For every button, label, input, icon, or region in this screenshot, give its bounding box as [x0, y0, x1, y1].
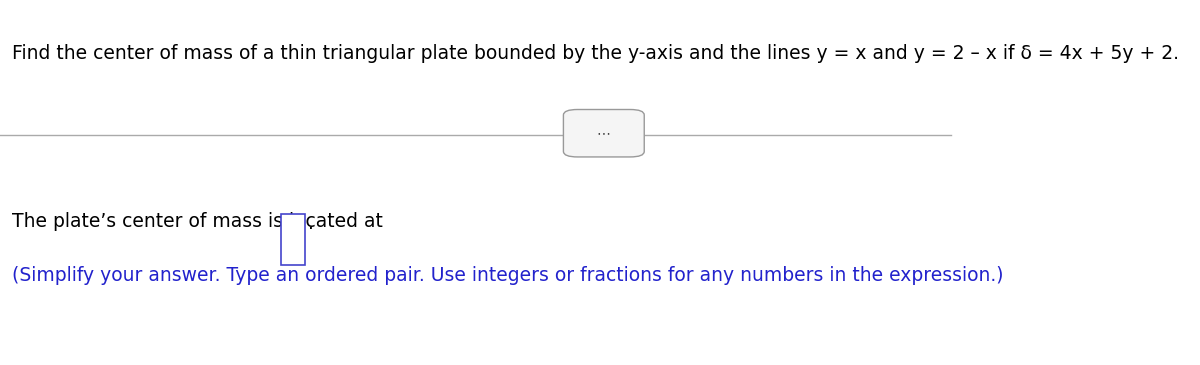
- FancyBboxPatch shape: [282, 214, 305, 265]
- Text: (Simplify your answer. Type an ordered pair. Use integers or fractions for any n: (Simplify your answer. Type an ordered p…: [12, 266, 1004, 285]
- Text: Find the center of mass of a thin triangular plate bounded by the y-axis and the: Find the center of mass of a thin triang…: [12, 44, 1180, 63]
- Text: The plate’s center of mass is located at: The plate’s center of mass is located at: [12, 212, 383, 231]
- Text: ⋯: ⋯: [596, 126, 611, 140]
- Text: .: .: [308, 214, 314, 233]
- FancyBboxPatch shape: [564, 110, 644, 157]
